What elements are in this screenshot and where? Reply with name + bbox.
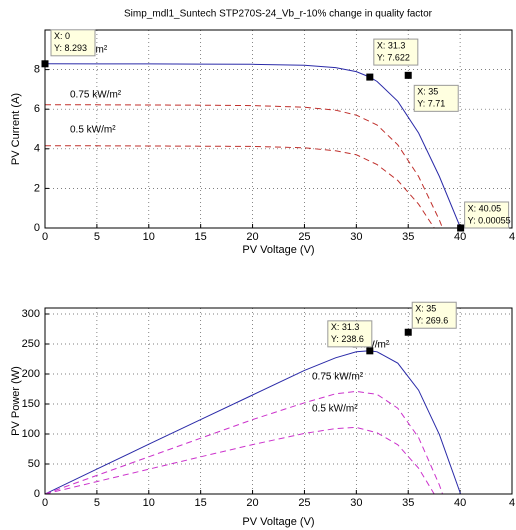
x-tick-label: 15 bbox=[195, 497, 207, 509]
plot-area bbox=[45, 308, 512, 494]
y-axis-label: PV Power (W) bbox=[10, 366, 22, 436]
datatip-y: Y: 8.293 bbox=[54, 43, 87, 53]
datatip-marker bbox=[404, 328, 412, 336]
datatip-box bbox=[50, 29, 96, 57]
datatip-y: Y: 238.6 bbox=[331, 334, 364, 344]
x-tick-label: 5 bbox=[94, 231, 100, 243]
datatip-marker bbox=[366, 347, 374, 355]
curve-label: 0.5 kW/m² bbox=[70, 125, 116, 136]
x-tick-label: 5 bbox=[94, 497, 100, 509]
curve-label: 0.75 kW/m² bbox=[312, 372, 364, 383]
datatip-box bbox=[411, 301, 457, 329]
datatip-marker bbox=[41, 60, 49, 68]
y-axis-label: PV Current (A) bbox=[10, 93, 22, 165]
x-tick-label: 4 bbox=[509, 231, 515, 243]
y-tick-label: 300 bbox=[22, 308, 40, 320]
datatip-x: X: 35 bbox=[417, 87, 438, 97]
x-tick-label: 0 bbox=[42, 231, 48, 243]
x-tick-label: 10 bbox=[143, 497, 155, 509]
y-tick-label: 6 bbox=[34, 103, 40, 115]
data-line bbox=[45, 350, 462, 494]
x-tick-label: 10 bbox=[143, 231, 155, 243]
x-tick-label: 4 bbox=[509, 497, 515, 509]
datatip-y: Y: 7.622 bbox=[377, 52, 410, 62]
data-line bbox=[45, 104, 443, 228]
y-tick-label: 100 bbox=[22, 428, 40, 440]
plot-area bbox=[45, 30, 512, 228]
datatip-box bbox=[413, 84, 459, 112]
datatip-x: X: 35 bbox=[415, 304, 436, 314]
x-tick-label: 30 bbox=[350, 231, 362, 243]
datatip-marker bbox=[457, 224, 465, 232]
y-tick-label: 150 bbox=[22, 398, 40, 410]
x-tick-label: 25 bbox=[298, 497, 310, 509]
chart-title: Simp_mdl1_Suntech STP270S-24_Vb_r-10% ch… bbox=[124, 9, 433, 20]
x-tick-label: 20 bbox=[246, 497, 258, 509]
x-tick-label: 20 bbox=[246, 231, 258, 243]
axes-box bbox=[44, 29, 513, 229]
datatip-marker bbox=[404, 71, 412, 79]
y-tick-label: 0 bbox=[34, 488, 40, 500]
axes-box bbox=[44, 307, 513, 495]
x-tick-label: 35 bbox=[402, 497, 414, 509]
data-line bbox=[45, 390, 443, 494]
data-line bbox=[45, 426, 435, 494]
datatip-x: X: 31.3 bbox=[377, 40, 406, 50]
y-tick-label: 0 bbox=[34, 222, 40, 234]
y-tick-label: 250 bbox=[22, 338, 40, 350]
x-tick-label: 40 bbox=[454, 497, 466, 509]
datatip-x: X: 0 bbox=[54, 31, 70, 41]
datatip-y: Y: 0.00055 bbox=[468, 215, 511, 225]
datatip-y: Y: 269.6 bbox=[415, 316, 448, 326]
curve-label: 0.75 kW/m² bbox=[70, 90, 122, 101]
y-tick-label: 8 bbox=[34, 64, 40, 76]
data-line bbox=[45, 63, 462, 228]
y-tick-label: 4 bbox=[34, 143, 40, 155]
x-tick-label: 35 bbox=[402, 231, 414, 243]
y-tick-label: 200 bbox=[22, 368, 40, 380]
plot-lines bbox=[45, 63, 462, 228]
x-tick-label: 15 bbox=[195, 231, 207, 243]
datatip-y: Y: 7.71 bbox=[417, 99, 445, 109]
datatip-box bbox=[464, 201, 510, 229]
x-axis-label: PV Voltage (V) bbox=[242, 516, 314, 528]
x-axis-label: PV Voltage (V) bbox=[242, 244, 314, 256]
datatip-x: X: 40.05 bbox=[468, 203, 502, 213]
datatip-box bbox=[327, 320, 373, 348]
y-tick-label: 2 bbox=[34, 182, 40, 194]
x-tick-label: 0 bbox=[42, 497, 48, 509]
plot-lines bbox=[45, 350, 462, 494]
x-tick-label: 40 bbox=[454, 231, 466, 243]
x-tick-label: 30 bbox=[350, 497, 362, 509]
data-line bbox=[45, 145, 435, 228]
curve-label: 0.5 kW/m² bbox=[312, 404, 358, 415]
datatip-marker bbox=[366, 73, 374, 81]
datatip-x: X: 31.3 bbox=[331, 322, 360, 332]
y-tick-label: 50 bbox=[28, 458, 40, 470]
x-tick-label: 25 bbox=[298, 231, 310, 243]
datatip-box bbox=[373, 38, 419, 66]
